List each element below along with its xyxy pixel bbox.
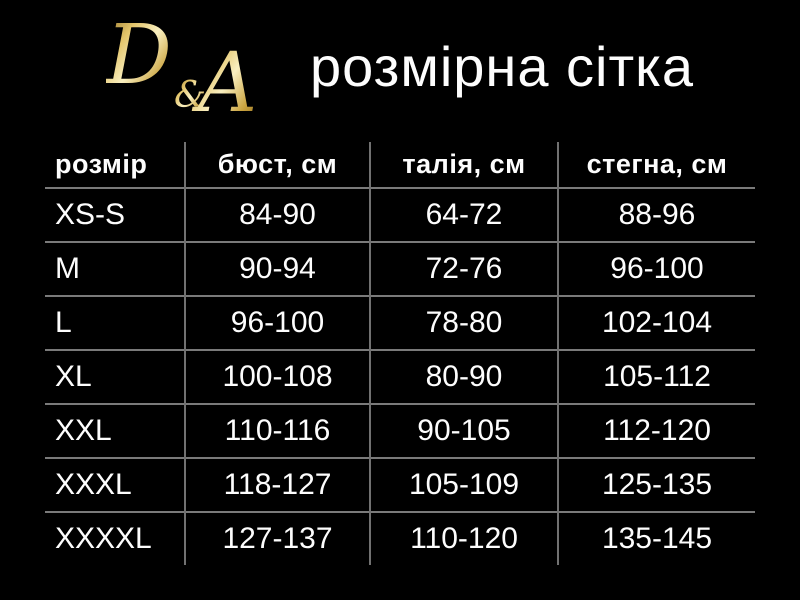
hips-cell: 112-120 [557,404,755,458]
waist-cell: 90-105 [369,404,558,458]
bust-cell: 127-137 [184,512,370,565]
size-cell: XL [55,360,92,393]
size-cell: M [55,252,80,285]
waist-cell: 105-109 [369,458,558,512]
logo-ampersand: & [174,75,206,116]
waist-cell: 64-72 [369,188,558,242]
hips-cell: 88-96 [557,188,755,242]
bust-cell: 100-108 [184,350,370,404]
column-header-bust: бюст, см [184,142,370,188]
column-header-hips: стегна, см [557,142,755,188]
size-cell: XXXXL [55,522,152,555]
size-cell: L [55,306,72,339]
page-title: розмірна сітка [309,34,694,98]
hips-cell: 135-145 [557,512,755,565]
table-row: XXXL 118-127 105-109 125-135 [45,458,755,512]
table-row: XXXXL 127-137 110-120 135-145 [45,512,755,565]
brand-header: D & A розмірна сітка [0,0,800,122]
hips-cell: 96-100 [557,242,755,296]
column-header-waist: талія, см [369,142,558,188]
da-monogram-logo-icon: D & A [106,15,257,117]
table-row: XS-S 84-90 64-72 88-96 [45,188,755,242]
table-row: XXL 110-116 90-105 112-120 [45,404,755,458]
logo-letter-d: D [106,15,172,103]
hips-cell: 105-112 [557,350,755,404]
table-row: L 96-100 78-80 102-104 [45,296,755,350]
size-table: розмір бюст, см талія, см стегна, см XS-… [45,142,755,565]
hips-cell: 125-135 [557,458,755,512]
table-header-row: розмір бюст, см талія, см стегна, см [45,142,755,188]
waist-cell: 78-80 [369,296,558,350]
bust-cell: 84-90 [184,188,370,242]
column-header-size: розмір [55,149,148,179]
size-cell: XXXL [55,468,132,501]
bust-cell: 110-116 [184,404,370,458]
waist-cell: 72-76 [369,242,558,296]
table-row: XL 100-108 80-90 105-112 [45,350,755,404]
bust-cell: 90-94 [184,242,370,296]
bust-cell: 96-100 [184,296,370,350]
waist-cell: 110-120 [369,512,558,565]
table-row: M 90-94 72-76 96-100 [45,242,755,296]
size-cell: XS-S [55,198,126,231]
logo-letter-a: A [191,36,257,117]
bust-cell: 118-127 [184,458,370,512]
hips-cell: 102-104 [557,296,755,350]
size-cell: XXL [55,414,112,447]
waist-cell: 80-90 [369,350,558,404]
